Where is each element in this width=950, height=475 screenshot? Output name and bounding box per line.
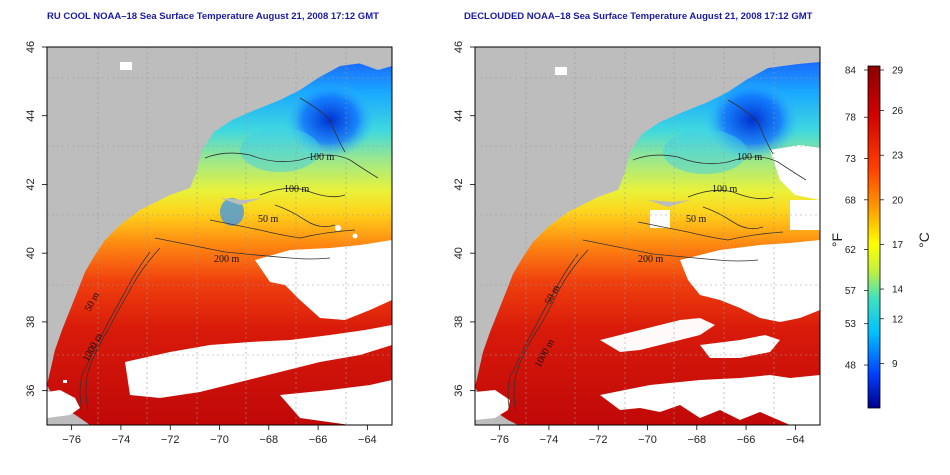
y-tick-label: 38 xyxy=(453,316,465,328)
x-tick-label: −66 xyxy=(737,434,756,446)
contour-lines xyxy=(507,99,807,413)
cloud-mask xyxy=(47,62,392,425)
contour-label: 100 m xyxy=(712,184,738,195)
y-tick-label: 46 xyxy=(25,41,37,53)
cape-cod xyxy=(220,198,262,205)
colorbar-label-c: 20 xyxy=(892,195,904,206)
colorbar-label-f: 48 xyxy=(845,361,857,372)
contour-label: 100 m xyxy=(309,152,335,163)
colorbar-fahrenheit-labels: 84 78 73 68 62 57 53 48 xyxy=(845,66,868,372)
colorbar-celsius-labels: 29 26 23 20 17 14 12 9 xyxy=(880,66,904,370)
x-tick-label: −74 xyxy=(112,434,131,446)
x-tick-label: −68 xyxy=(259,434,278,446)
contour-label: 200 m xyxy=(214,254,240,265)
x-tick-label: −74 xyxy=(540,434,559,446)
colorbar: 84 78 73 68 62 57 53 48 29 26 23 20 17 14 12 9 °F °C xyxy=(829,66,932,409)
gridlines-left xyxy=(47,47,392,425)
contour-label: 100 m xyxy=(284,184,310,195)
contour-label: 50 m xyxy=(686,214,707,225)
x-tick-label: −72 xyxy=(589,434,608,446)
y-tick-label: 38 xyxy=(25,316,37,328)
cape-cod xyxy=(648,200,690,207)
panel-title-right: DECLOUDED NOAA–18 Sea Surface Temperatur… xyxy=(464,11,813,22)
x-tick-label: −64 xyxy=(786,434,805,446)
colorbar-label-f: 73 xyxy=(845,154,857,165)
colorbar-label-f: 78 xyxy=(845,113,857,124)
contour-lines xyxy=(79,97,379,411)
colorbar-label-c: 29 xyxy=(892,66,904,77)
contour-label: 50 m xyxy=(258,214,279,225)
sst-map-raw: 100 m 100 m 50 m 200 m 50 m 1000 m xyxy=(47,47,392,425)
colorbar-unit-fahrenheit: °F xyxy=(829,233,845,247)
y-tick-label: 46 xyxy=(453,41,465,53)
x-tick-label: −72 xyxy=(161,434,180,446)
sst-map-declouded: 100 m 100 m 50 m 200 m 50 m 1000 m xyxy=(475,47,820,425)
x-axis-ticks-left: −76 −74 −72 −70 −68 −66 −64 xyxy=(62,425,377,446)
y-tick-label: 40 xyxy=(25,247,37,259)
x-tick-label: −64 xyxy=(358,434,377,446)
colorbar-label-c: 12 xyxy=(892,314,904,325)
y-tick-label: 36 xyxy=(453,385,465,397)
gridlines-right xyxy=(475,47,820,425)
colorbar-label-c: 17 xyxy=(892,240,904,251)
cloud-mask xyxy=(475,67,820,425)
x-tick-label: −76 xyxy=(62,434,81,446)
y-tick-label: 36 xyxy=(25,385,37,397)
x-tick-label: −76 xyxy=(490,434,509,446)
x-tick-label: −70 xyxy=(210,434,229,446)
colorbar-label-c: 26 xyxy=(892,106,904,117)
colorbar-label-c: 14 xyxy=(892,285,904,296)
y-tick-label: 42 xyxy=(453,178,465,190)
colorbar-label-f: 57 xyxy=(845,286,857,297)
x-axis-ticks-right: −76 −74 −72 −70 −68 −66 −64 xyxy=(490,425,805,446)
land-mass xyxy=(47,47,392,385)
colorbar-label-f: 53 xyxy=(845,319,857,330)
panel-title-left: RU COOL NOAA–18 Sea Surface Temperature … xyxy=(47,11,379,22)
colorbar-unit-celsius: °C xyxy=(916,232,932,248)
x-tick-label: −66 xyxy=(309,434,328,446)
colorbar-label-c: 23 xyxy=(892,151,904,162)
y-tick-label: 44 xyxy=(25,110,37,122)
y-axis-ticks-left: 36 38 40 42 44 46 xyxy=(25,41,47,397)
colorbar-label-c: 9 xyxy=(892,359,898,370)
y-tick-label: 42 xyxy=(25,178,37,190)
colorbar-label-f: 84 xyxy=(845,66,857,77)
y-tick-label: 40 xyxy=(453,247,465,259)
colorbar-gradient xyxy=(867,65,881,409)
colorbar-label-f: 68 xyxy=(845,195,857,206)
land-mass xyxy=(475,47,820,387)
y-axis-ticks-right: 36 38 40 42 44 46 xyxy=(453,41,475,397)
x-tick-label: −68 xyxy=(687,434,706,446)
x-tick-label: −70 xyxy=(638,434,657,446)
y-tick-label: 44 xyxy=(453,110,465,122)
contour-label: 100 m xyxy=(737,152,763,163)
contour-label: 200 m xyxy=(638,254,664,265)
colorbar-label-f: 62 xyxy=(845,245,857,256)
